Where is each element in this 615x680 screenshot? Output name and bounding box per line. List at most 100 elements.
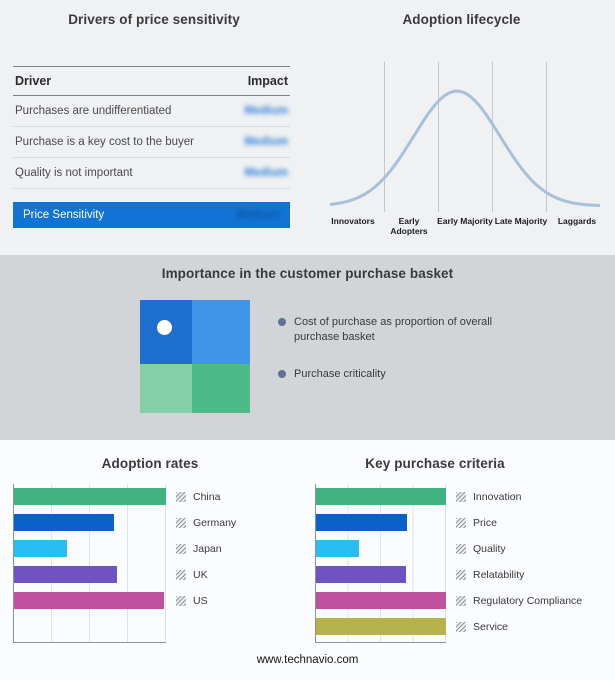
price-sensitivity-label: Price Sensitivity [23, 209, 105, 221]
legend-label: UK [193, 569, 208, 581]
legend-label: Price [473, 517, 497, 529]
lifecycle-curve [330, 89, 600, 207]
lifecycle-title: Adoption lifecycle [402, 12, 521, 27]
legend-swatch-icon [456, 544, 466, 554]
legend-swatch-icon [176, 518, 186, 528]
impact-value: Medium [244, 167, 288, 179]
legend-label: China [193, 491, 221, 503]
lifecycle-chart [330, 62, 600, 212]
top-section: Drivers of price sensitivity Adoption li… [0, 0, 615, 255]
drivers-table-rows: Purchases are undifferentiated Medium Purc… [13, 96, 290, 189]
driver-row: Purchases are undifferentiated Medium [13, 96, 290, 127]
key-criteria-legend: Innovation Price Quality Relatability Regula… [456, 484, 582, 640]
legend-label: Germany [193, 517, 237, 529]
legend-item: Japan [176, 536, 236, 562]
legend-item: Regulatory Compliance [456, 588, 582, 614]
legend-item: Price [456, 510, 582, 536]
drivers-table-header: Driver Impact [13, 66, 290, 96]
legend-item: Service [456, 614, 582, 640]
basket-title: Importance in the customer purchase bask… [161, 266, 454, 281]
basket-legend-item: Purchase criticality [278, 367, 496, 382]
legend-label: Service [473, 621, 509, 633]
basket-quadrant [140, 300, 250, 413]
legend-swatch-icon [456, 596, 466, 606]
legend-label: Innovation [473, 491, 522, 503]
bottom-section: Adoption rates Key purchase criteria Chi… [0, 440, 615, 680]
stage-separator-line [546, 62, 547, 212]
quadrant-top-right [191, 300, 250, 365]
legend-swatch-icon [456, 622, 466, 632]
basket-section: Importance in the customer purchase bask… [0, 255, 615, 440]
legend-label: Japan [193, 543, 222, 555]
bar-regulatory-compliance [316, 592, 446, 609]
impact-value: Medium [244, 136, 288, 148]
bar-service [316, 618, 446, 635]
drivers-title: Drivers of price sensitivity [68, 12, 240, 27]
bar-china [14, 488, 166, 505]
bar-germany [14, 514, 115, 531]
legend-label: Regulatory Compliance [473, 595, 583, 607]
legend-item: Germany [176, 510, 236, 536]
legend-item: Quality [456, 536, 582, 562]
position-dot-icon [157, 320, 172, 335]
bar-relatability [316, 566, 406, 583]
lifecycle-stages: Innovators Early Adopters Early Majority La… [325, 216, 605, 236]
adoption-rates-plot [13, 484, 166, 643]
key-criteria-plot [315, 484, 446, 643]
driver-label: Purchase is a key cost to the buyer [15, 136, 194, 148]
drivers-table: Driver Impact Purchases are undifferenti… [13, 66, 290, 228]
basket-legend: Cost of purchase as proportion of overal… [278, 315, 496, 382]
legend-swatch-icon [456, 570, 466, 580]
quadrant-top-left [140, 300, 192, 365]
basket-legend-text: Purchase criticality [294, 367, 386, 380]
legend-item: UK [176, 562, 236, 588]
lifecycle-stage-label: Early Majority [437, 216, 493, 226]
legend-swatch-icon [176, 492, 186, 502]
footer-url: www.technavio.com [256, 654, 359, 666]
legend-swatch-icon [176, 570, 186, 580]
legend-item: Innovation [456, 484, 582, 510]
bar-japan [14, 540, 68, 557]
lifecycle-stage-label: Laggards [557, 216, 597, 226]
stage-separator-line [384, 62, 385, 212]
adoption-rates-legend: China Germany Japan UK US [176, 484, 236, 614]
key-criteria-title: Key purchase criteria [365, 456, 505, 471]
quadrant-bottom-right [191, 364, 250, 413]
bar-uk [14, 566, 118, 583]
bullet-icon [278, 369, 286, 378]
legend-item: China [176, 484, 236, 510]
driver-row: Quality is not important Medium [13, 158, 290, 189]
legend-swatch-icon [176, 596, 186, 606]
basket-legend-item: Cost of purchase as proportion of overal… [278, 315, 496, 345]
price-sensitivity-impact: Medium [236, 209, 280, 221]
driver-row: Purchase is a key cost to the buyer Mediu… [13, 127, 290, 158]
legend-label: US [193, 595, 208, 607]
quadrant-bottom-left [140, 364, 192, 413]
stage-separator-line [492, 62, 493, 212]
legend-swatch-icon [456, 518, 466, 528]
impact-value: Medium [244, 105, 288, 117]
driver-label: Purchases are undifferentiated [15, 105, 172, 117]
legend-item: Relatability [456, 562, 582, 588]
bullet-icon [278, 318, 286, 326]
legend-swatch-icon [176, 544, 186, 554]
bar-quality [316, 540, 359, 557]
price-sensitivity-row: Price Sensitivity Medium [13, 202, 290, 228]
lifecycle-stage-label: Innovators [331, 216, 375, 226]
bar-us [14, 592, 165, 609]
bar-innovation [316, 488, 446, 505]
impact-column-header: Impact [247, 74, 288, 88]
lifecycle-stage-label: Late Majority [494, 216, 548, 226]
legend-label: Quality [473, 543, 506, 555]
driver-column-header: Driver [15, 74, 52, 88]
lifecycle-stage-label: Early Adopters [390, 216, 428, 237]
adoption-rates-title: Adoption rates [101, 456, 199, 471]
legend-item: US [176, 588, 236, 614]
bar-price [316, 514, 407, 531]
basket-legend-text: Cost of purchase as proportion of overal… [294, 316, 493, 343]
legend-swatch-icon [456, 492, 466, 502]
stage-separator-line [438, 62, 439, 212]
driver-label: Quality is not important [15, 167, 133, 179]
legend-label: Relatability [473, 569, 525, 581]
